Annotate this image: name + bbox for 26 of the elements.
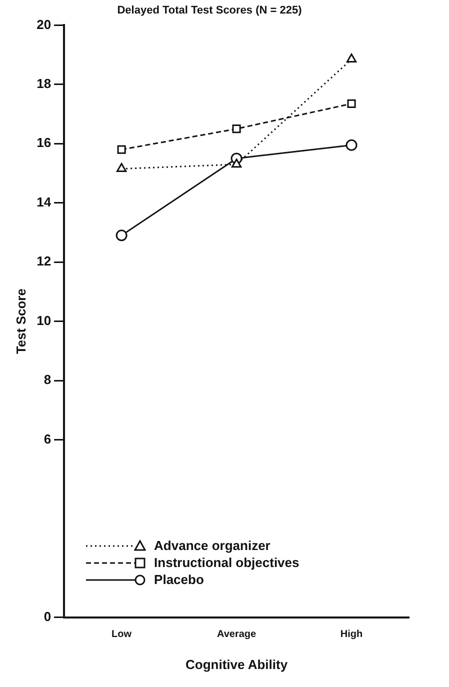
point	[116, 163, 127, 172]
y-tick-label: 8	[44, 372, 52, 388]
chart-title: Delayed Total Test Scores (N = 225)	[117, 4, 302, 17]
y-tick-label: 20	[36, 16, 52, 32]
point	[232, 124, 241, 134]
legend-label: Advance organizer	[154, 538, 270, 554]
point	[231, 158, 242, 168]
y-tick-label: 6	[44, 431, 52, 446]
point	[346, 139, 358, 151]
y-tick-label: 12	[36, 254, 52, 269]
y-tick-label: 10	[36, 312, 52, 328]
y-tick-label: 18	[36, 76, 52, 91]
point	[117, 145, 126, 154]
x-axis-title: Cognitive Ability	[185, 656, 288, 672]
point	[347, 99, 356, 108]
y-axis-title: Test Score	[13, 288, 28, 354]
point	[116, 230, 128, 242]
y-tick-label: 0	[44, 608, 52, 624]
legend-label: Instructional objectives	[154, 555, 300, 570]
point	[346, 54, 357, 62]
x-tick-label: High	[340, 629, 363, 640]
y-tick-label: 14	[36, 194, 52, 210]
x-tick-label: Average	[216, 629, 257, 640]
legend-label: Placebo	[154, 572, 204, 588]
y-tick-label: 16	[36, 135, 52, 150]
x-tick-label: Low	[112, 629, 132, 640]
